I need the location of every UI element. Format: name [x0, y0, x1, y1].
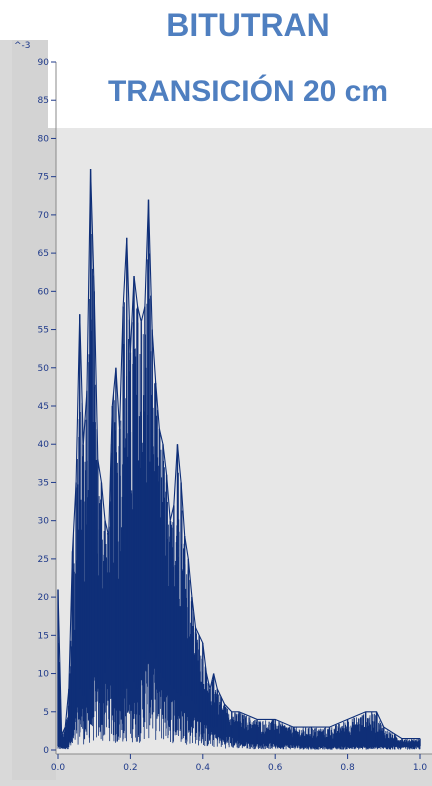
x-tick-label: 0.4 [196, 763, 211, 773]
y-tick-label: 75 [38, 173, 49, 183]
y-tick-label: 80 [38, 134, 50, 144]
y-tick-label: 55 [38, 326, 49, 336]
x-tick-label: 0.2 [123, 763, 137, 773]
chart-title-line-2: TRANSICIÓN 20 cm [108, 74, 388, 108]
title-box [48, 0, 432, 128]
x-tick-label: 1.0 [413, 763, 428, 773]
chart-title-line-1: BITUTRAN [166, 7, 330, 43]
y-tick-label: 0 [43, 746, 49, 756]
y-tick-label: 90 [38, 58, 50, 68]
y-tick-label: 10 [38, 670, 50, 680]
y-multiplier-label: ^-3 [14, 41, 31, 51]
y-tick-label: 40 [38, 440, 50, 450]
y-tick-label: 65 [38, 249, 49, 259]
y-tick-label: 15 [38, 631, 49, 641]
series-0 [57, 169, 421, 750]
series-layer [57, 169, 421, 750]
y-tick-label: 60 [38, 287, 50, 297]
label-layer: 0 5 10 15 20 25 30 35 40 45 50 55 60 65 70 75 80 85 90 0.0 0… [38, 58, 428, 773]
y-tick-label: 70 [38, 211, 50, 221]
x-tick-label: 0.6 [268, 763, 283, 773]
y-tick-label: 30 [38, 517, 50, 527]
x-tick-label: 0.8 [340, 763, 355, 773]
tick-layer [51, 61, 432, 759]
y-tick-label: 85 [38, 96, 49, 106]
y-tick-label: 5 [43, 708, 49, 718]
y-tick-label: 35 [38, 478, 49, 488]
y-tick-label: 25 [38, 555, 49, 565]
y-tick-label: 45 [38, 402, 49, 412]
series-envelope [57, 169, 420, 740]
axis-gutter [12, 40, 56, 780]
x-tick-label: 0.0 [51, 763, 66, 773]
y-tick-label: 20 [38, 593, 50, 603]
y-tick-label: 50 [38, 364, 50, 374]
